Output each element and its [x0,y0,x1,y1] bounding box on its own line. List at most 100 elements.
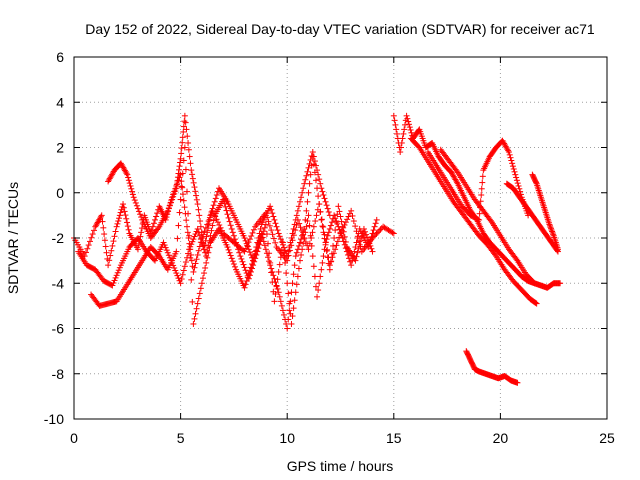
data-point [288,235,295,241]
data-point [307,232,314,239]
data-point [203,259,210,266]
data-point [194,251,201,258]
data-point [284,280,291,287]
data-point [265,240,272,247]
data-point [400,130,407,137]
data-point [86,238,93,245]
data-point [199,275,206,282]
data-point [369,248,376,255]
data-point [123,170,130,177]
data-point [164,249,171,256]
data-point [250,226,257,233]
data-point [273,282,280,289]
data-point [188,257,195,264]
data-point [354,235,361,241]
data-point [271,216,278,223]
data-point [178,150,185,157]
data-point [231,263,238,270]
data-point [229,258,236,265]
data-point [292,253,299,260]
data-point [191,264,198,271]
data-point [194,201,201,208]
data-point [196,212,203,219]
data-point [132,199,139,206]
data-point [221,200,228,207]
data-point [138,229,145,236]
data-point [269,268,276,275]
data-point [230,261,237,268]
data-point [397,149,404,156]
data-point [181,204,188,211]
data-point [270,235,277,242]
data-point [302,216,309,223]
data-point [178,145,185,152]
data-point [195,295,202,302]
data-point [182,119,189,126]
data-point [321,235,328,242]
data-point [390,112,397,119]
data-point [276,293,283,300]
data-point [179,184,186,191]
data-point [405,121,412,128]
data-point [314,167,321,174]
data-point [228,225,235,232]
data-point [360,225,367,232]
data-point [349,212,356,219]
data-point [189,175,196,182]
data-point [299,189,306,196]
data-point [513,256,520,263]
data-point [336,208,343,215]
data-point [516,185,523,192]
data-point [368,245,375,252]
data-point [233,239,240,246]
data-point [241,248,248,255]
data-point [206,216,213,223]
data-point [188,167,195,174]
data-point [211,198,218,205]
data-point [182,259,189,266]
data-point [185,250,192,257]
data-point [250,257,257,264]
data-point [397,144,404,151]
data-point [172,267,179,274]
data-point [319,223,326,230]
data-point [279,307,286,314]
data-point [476,210,483,217]
data-point [174,174,181,181]
data-point [557,280,564,287]
data-point [513,174,520,181]
data-point [327,258,334,265]
data-point [285,290,292,297]
data-point [234,242,241,249]
data-point [548,227,555,234]
data-point [183,126,190,133]
data-point [212,213,219,220]
data-point [166,202,173,209]
data-point [307,171,314,178]
data-point [224,244,231,251]
data-point [125,177,132,184]
data-point [241,264,248,271]
data-point [273,223,280,230]
data-point [246,236,253,243]
data-point [155,225,162,232]
data-point [315,287,322,294]
data-point [352,244,359,251]
data-point [196,243,203,250]
data-point [323,248,330,255]
data-point [339,223,346,230]
data-point [274,227,281,234]
data-point [330,242,337,249]
data-point [305,246,312,253]
data-point [102,243,109,250]
data-point [293,212,300,219]
data-point [116,212,123,219]
data-point [136,208,143,215]
data-point [109,282,116,289]
data-point [276,233,283,240]
data-point [328,250,335,257]
data-point [203,233,210,240]
data-point [175,222,182,229]
data-point [173,248,180,255]
data-point [122,212,129,219]
